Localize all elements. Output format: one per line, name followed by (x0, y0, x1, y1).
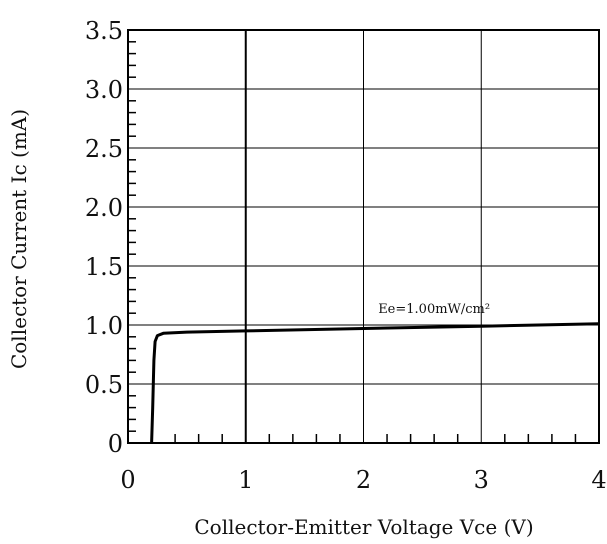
x-tick-label: 1 (238, 466, 253, 494)
y-tick-label: 1.0 (85, 312, 123, 340)
y-tick-label: 0 (108, 430, 123, 458)
y-tick-label: 0.5 (85, 371, 123, 399)
x-tick-label: 3 (474, 466, 489, 494)
x-tick-label: 2 (356, 466, 371, 494)
series-line (150, 322, 600, 444)
y-axis-label: Collector Current Ic (mA) (7, 109, 31, 369)
y-tick-label: 2.5 (85, 135, 123, 163)
grid (128, 30, 599, 443)
y-tick-label: 3.0 (85, 76, 123, 104)
x-tick-label: 0 (120, 466, 135, 494)
series-layer (150, 322, 600, 444)
plot-frame (127, 29, 600, 444)
y-tick-label: 3.5 (85, 17, 123, 45)
y-tick-label: 1.5 (85, 253, 123, 281)
y-tick-label: 2.0 (85, 194, 123, 222)
x-axis-label: Collector-Emitter Voltage Vce (V) (194, 515, 533, 539)
text-layer: 0 1 2 3 4 0 0.5 1.0 1.5 2.0 2.5 3.0 3.5 Ee=1.00mW/cm² (85, 17, 607, 494)
series-annotation: Ee=1.00mW/cm² (378, 302, 490, 317)
x-tick-label: 4 (591, 466, 606, 494)
